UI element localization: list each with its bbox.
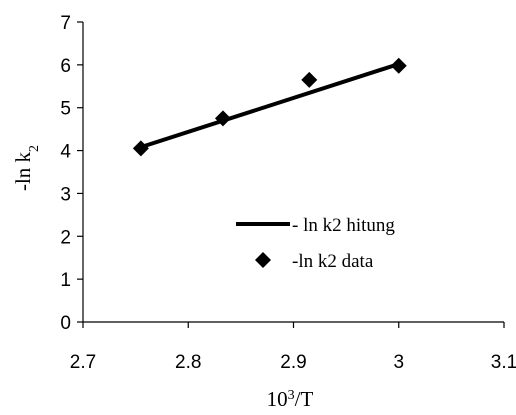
fit-line-hitung (138, 62, 401, 150)
x-axis-title-superscript: 3 (288, 388, 295, 403)
y-tick-label: 6 (60, 56, 71, 77)
x-axis-title-base: 10 (267, 387, 288, 411)
legend-diamond-swatch (255, 252, 271, 268)
y-tick-label: 7 (60, 13, 71, 34)
y-tick-label: 4 (60, 142, 71, 163)
data-point-diamond (301, 71, 318, 88)
x-tick-label: 2.9 (280, 352, 306, 373)
data-point-diamond (132, 140, 149, 157)
y-axis-title-main: -ln k (11, 151, 35, 191)
y-tick-label: 5 (60, 99, 71, 120)
y-tick-label: 0 (60, 313, 71, 334)
x-axis-ticks: 2.7 2.8 2.9 3 3.1 (70, 322, 516, 373)
x-tick-label: 2.8 (175, 352, 201, 373)
y-tick-label: 1 (60, 270, 71, 291)
legend-label-hitung: - ln k2 hitung (292, 215, 395, 236)
legend: - ln k2 hitung -ln k2 data (236, 215, 395, 272)
y-axis-title-subscript: 2 (27, 145, 42, 152)
plot-series (132, 57, 407, 157)
legend-label-data: -ln k2 data (292, 251, 374, 272)
x-axis-title: 103/T (267, 387, 314, 411)
data-point-diamond (214, 110, 231, 127)
x-tick-label: 2.7 (70, 352, 96, 373)
x-tick-label: 3 (393, 352, 404, 373)
x-tick-label: 3.1 (491, 352, 516, 373)
y-axis-title: -ln k2 (11, 145, 42, 191)
x-axis-title-rest: /T (295, 387, 314, 411)
y-tick-label: 3 (60, 184, 71, 205)
y-tick-label: 2 (60, 227, 71, 248)
data-point-diamond (390, 57, 407, 74)
y-axis-ticks: 0 1 2 3 4 5 6 7 (60, 13, 83, 334)
